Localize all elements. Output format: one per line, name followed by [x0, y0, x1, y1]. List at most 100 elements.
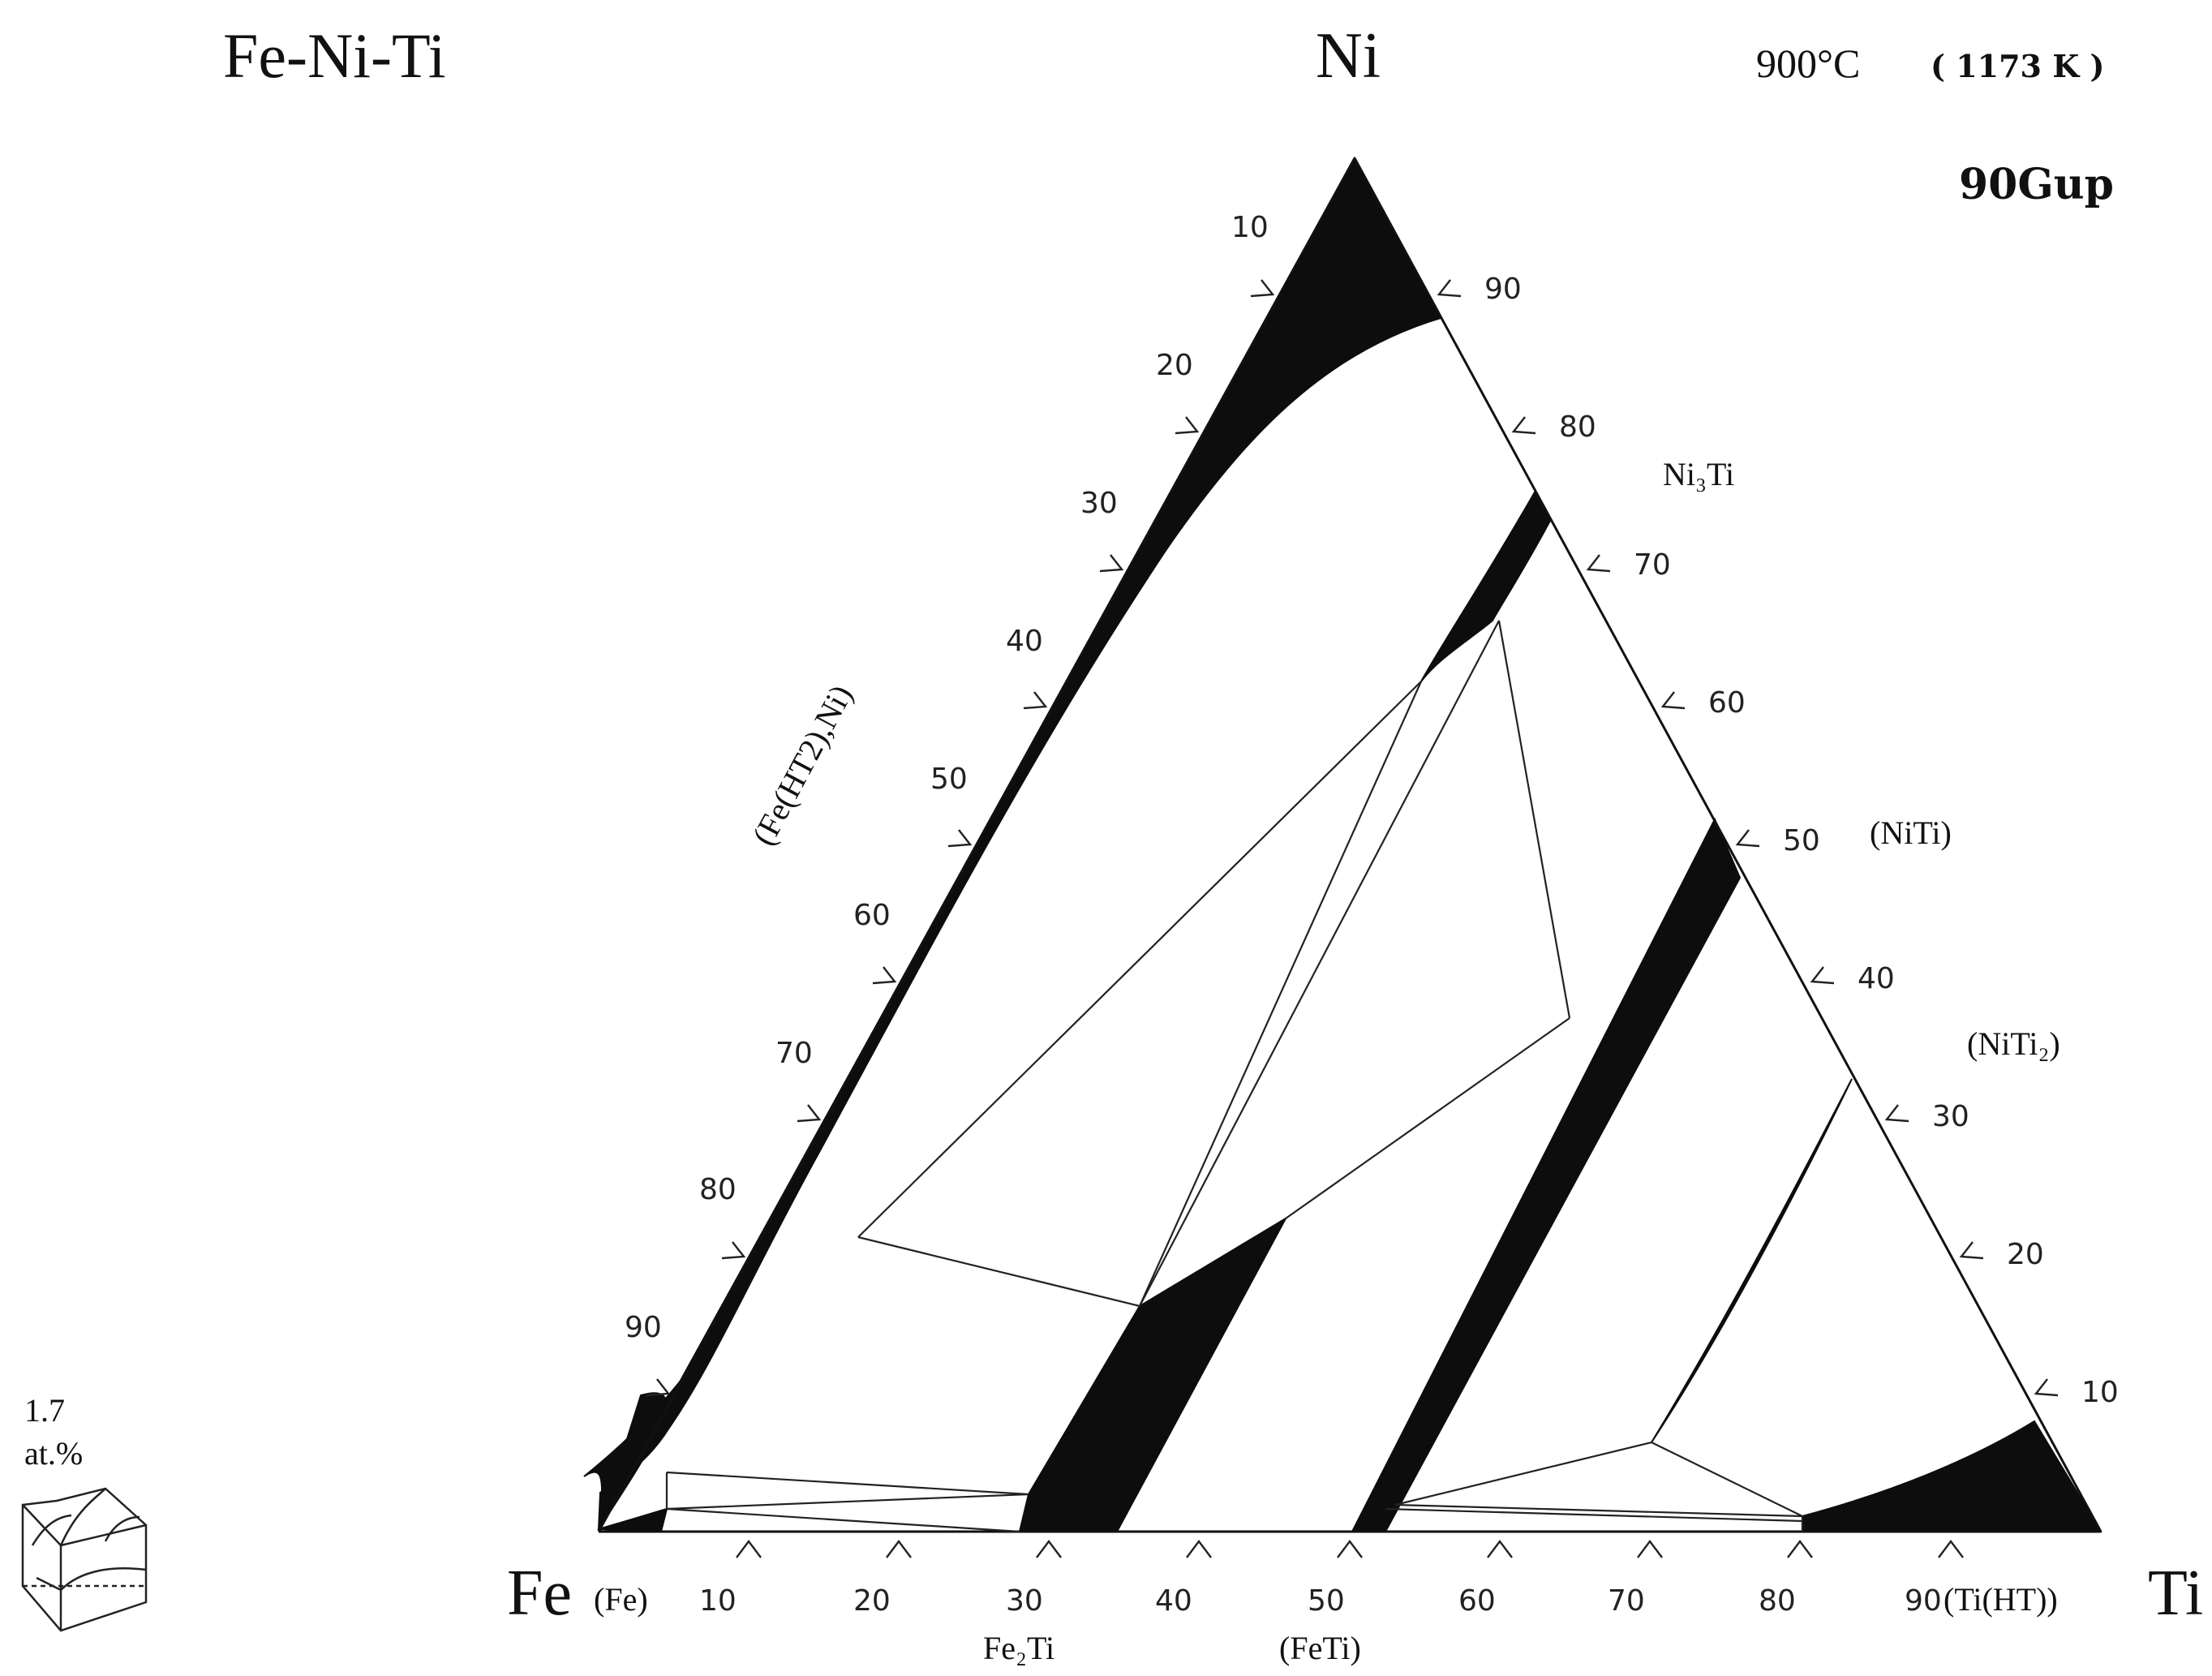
phase-label-fe: (Fe) [594, 1581, 648, 1618]
inset-sketch: 1.7 at.% [21, 1392, 148, 1632]
left-tick-label: 90 [625, 1311, 662, 1344]
tick-mark [1959, 1241, 1984, 1260]
right-tick-label: 80 [1559, 410, 1596, 444]
tick-mark [1023, 691, 1048, 710]
phase-label-feti: (FeTi) [1279, 1630, 1361, 1666]
tick-mark [1511, 416, 1536, 435]
prism-icon [21, 1487, 148, 1632]
tick-mark [1735, 829, 1760, 848]
fe2ti-region [1018, 1216, 1288, 1532]
temperature-label: 900°C [1756, 41, 1860, 86]
triangle-frame [597, 157, 2102, 1533]
bottom-tick-label: 50 [1308, 1584, 1345, 1618]
bottom-tick-label: 40 [1155, 1584, 1192, 1618]
tie-line [666, 1493, 1029, 1511]
right-axis-labels: 90 80 70 60 50 40 30 20 10 [1484, 273, 2119, 1409]
tie-lines [665, 620, 1804, 1533]
tick-mark [1099, 554, 1124, 573]
tie-line [1139, 620, 1500, 1307]
inset-value: 1.7 [24, 1392, 65, 1429]
corner-label-ni: Ni [1316, 20, 1381, 92]
ni3ti-region [1420, 488, 1553, 682]
right-tick-label: 90 [1484, 273, 1522, 306]
edge-fe-ni [597, 157, 1356, 1532]
bottom-tick-label: 20 [853, 1584, 891, 1618]
tick-mark [736, 1540, 762, 1558]
tie-line [857, 681, 1422, 1238]
tick-mark [1250, 279, 1275, 298]
tie-line [1651, 1442, 1803, 1517]
tick-mark [646, 1378, 671, 1397]
tie-line [666, 1507, 1020, 1533]
phase-label-fe-ni: (Fe(HT2),Ni) [745, 679, 859, 851]
tick-mark [1810, 966, 1835, 985]
feti-niti-region [1351, 817, 1742, 1532]
left-tick-label: 30 [1080, 487, 1118, 520]
bottom-tick-label: 70 [1608, 1584, 1645, 1618]
right-tick-label: 10 [2081, 1376, 2119, 1409]
left-tick-label: 10 [1231, 211, 1269, 244]
tie-line [1394, 1503, 1803, 1518]
right-tick-label: 20 [2007, 1238, 2044, 1271]
diagram-title: Fe-Ni-Ti [223, 20, 446, 91]
tick-mark [1586, 554, 1611, 573]
tie-line [1497, 620, 1571, 1019]
inset-unit: at.% [24, 1435, 83, 1472]
tick-mark [1437, 279, 1462, 298]
edge-ni-ti [1353, 157, 2102, 1532]
left-tick-label: 60 [853, 899, 891, 932]
tick-mark [1337, 1540, 1363, 1558]
tick-mark [2034, 1378, 2059, 1397]
tie-line [666, 1471, 1029, 1496]
right-tick-marks [1437, 279, 2059, 1397]
tick-mark [1884, 1104, 1909, 1123]
tick-mark [886, 1540, 912, 1558]
left-tick-label: 20 [1156, 349, 1193, 382]
tie-line [1385, 1507, 1803, 1523]
phase-label-niti2: (NiTi₂) [1967, 1025, 2060, 1062]
left-tick-label: 70 [775, 1037, 813, 1070]
niti2-region [1651, 1078, 1853, 1443]
tick-mark [872, 966, 897, 985]
phase-label-ni3ti: Ni₃Ti [1663, 456, 1734, 492]
temperature-kelvin-label: ( 1173 K ) [1931, 48, 2104, 84]
tick-mark [1660, 691, 1686, 710]
bottom-tick-marks [736, 1540, 1964, 1558]
left-tick-label: 80 [699, 1173, 737, 1206]
bottom-tick-label: 10 [699, 1584, 737, 1618]
phase-label-niti: (NiTi) [1870, 814, 1952, 851]
fe-ni-band-main [598, 156, 1442, 1530]
tick-mark [721, 1241, 746, 1260]
tick-mark [947, 829, 973, 848]
left-axis-labels: 10 20 30 40 50 60 70 80 90 [625, 211, 1269, 1344]
right-tick-label: 30 [1932, 1100, 1969, 1133]
ti-corner-region [1802, 1420, 2102, 1532]
tick-mark [1175, 416, 1200, 435]
right-tick-label: 50 [1783, 824, 1820, 857]
tie-line [1394, 1441, 1652, 1506]
phase-label-fe2ti: Fe₂Ti [983, 1630, 1054, 1666]
left-tick-label: 40 [1006, 625, 1043, 658]
tick-mark [1938, 1540, 1964, 1558]
single-phase-regions [583, 156, 2102, 1533]
tie-line [1285, 1017, 1570, 1219]
tick-mark [1186, 1540, 1212, 1558]
right-tick-label: 70 [1634, 548, 1671, 582]
tick-mark [1637, 1540, 1663, 1558]
bottom-tick-label: 30 [1006, 1584, 1043, 1618]
reference-label: 90Gup [1959, 160, 2114, 209]
corner-label-fe: Fe [507, 1558, 572, 1629]
tick-marks [646, 279, 2059, 1558]
phase-label-ti: (Ti(HT)) [1944, 1581, 2058, 1618]
bottom-tick-label: 60 [1458, 1584, 1496, 1618]
tick-mark [1036, 1540, 1062, 1558]
tick-mark [797, 1104, 822, 1123]
right-tick-label: 40 [1858, 962, 1895, 995]
bottom-tick-label: 80 [1759, 1584, 1796, 1618]
left-tick-marks [646, 279, 1275, 1397]
bottom-axis-labels: 10 20 30 40 50 60 70 80 90 [699, 1584, 1942, 1618]
right-tick-label: 60 [1708, 686, 1746, 720]
left-tick-label: 50 [930, 763, 968, 796]
tie-line [1138, 681, 1423, 1307]
